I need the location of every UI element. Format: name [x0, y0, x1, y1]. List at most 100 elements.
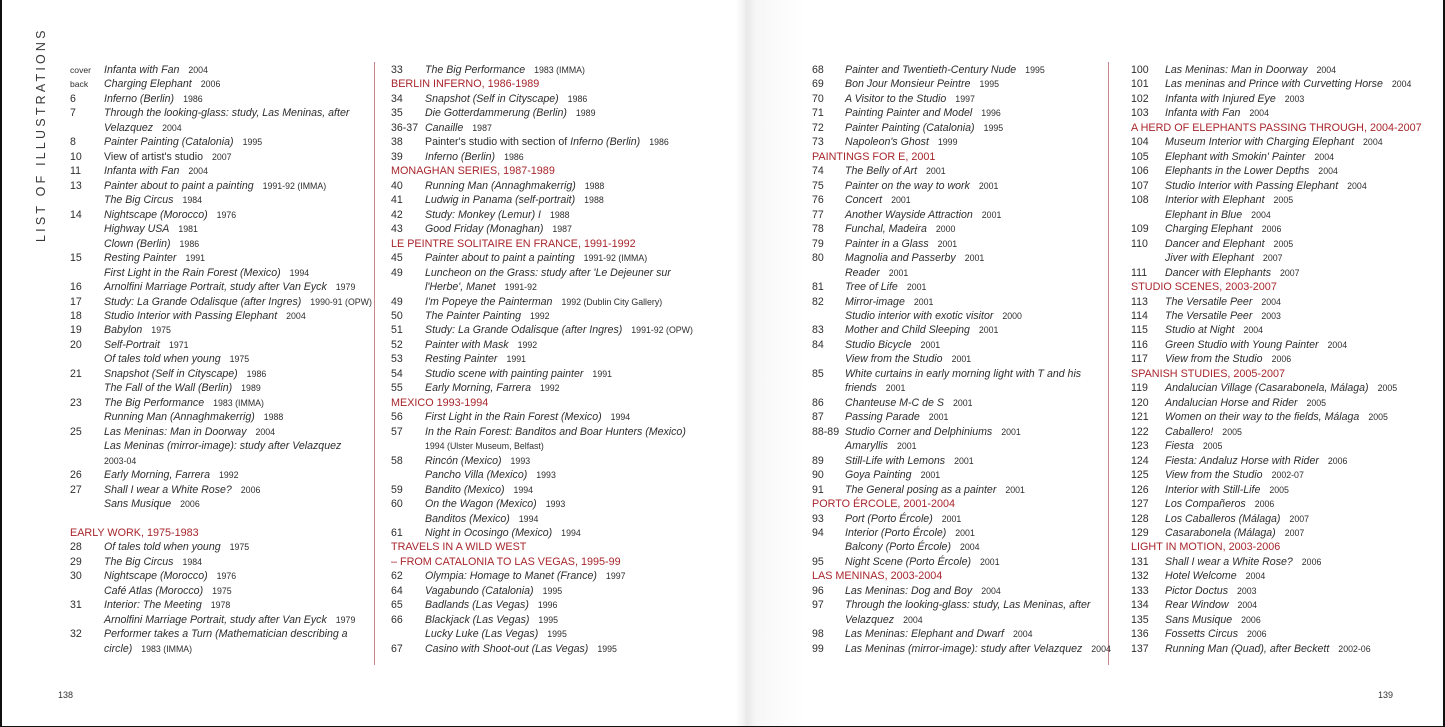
title-italic-text: Magnolia and Passerby	[845, 252, 956, 265]
page-number: 109	[1131, 223, 1149, 236]
year-info: 1986	[183, 93, 203, 104]
page-number: 110	[1131, 237, 1148, 250]
year-info: 2003	[1261, 310, 1281, 321]
title-italic-text: View from the Studio	[845, 353, 943, 366]
year-info: 2001	[891, 195, 911, 206]
illustration-entry: 116 Green Studio with Young Painter 2004	[1131, 338, 1422, 352]
illustration-title: Snapshot (Self in Cityscape) 1986	[425, 92, 587, 106]
title-italic-text: Bon Jour Monsieur Peintre	[845, 78, 971, 91]
illustration-entry: 136 Fossetts Circus 2006	[1131, 627, 1422, 641]
illustration-title: Elephants in the Lower Depths 2004	[1165, 164, 1338, 178]
page-number: 107	[1131, 179, 1149, 192]
page-number: 104	[1131, 136, 1149, 149]
title-italic-text: Jiver with Elephant	[1165, 252, 1254, 265]
page-number: 70	[812, 92, 824, 105]
title-italic-text: Pancho Villa (Mexico)	[425, 469, 528, 482]
year-info: 1975	[229, 354, 250, 365]
page-number: 136	[1131, 628, 1149, 641]
year-info: 2005	[1222, 426, 1242, 437]
illustration-entry: 96 Las Meninas: Dog and Boy 2004	[812, 584, 1001, 598]
illustration-title: Badlands (Las Vegas) 1996	[425, 598, 557, 612]
year-info: 1986	[179, 238, 200, 249]
year-info: 2003-04	[104, 455, 137, 466]
illustration-title: Café Atlas (Morocco) 1975	[104, 584, 232, 598]
illustration-title: Olympia: Homage to Manet (France) 1997	[425, 569, 626, 583]
illustration-title: Funchal, Madeira 2000	[845, 222, 955, 236]
year-info: 1987	[472, 122, 492, 133]
illustration-entry: 125 View from the Studio 2002-07	[1131, 468, 1422, 482]
illustration-entry: 53 Resting Painter 1991	[391, 352, 636, 366]
year-info: 1995	[983, 122, 1004, 133]
title-italic-text: Goya Painting	[845, 469, 912, 482]
page-number: 15	[70, 252, 82, 265]
illustration-title: Of tales told when young 1975	[104, 540, 249, 554]
illustration-entry: 117 View from the Studio 2006	[1131, 352, 1422, 366]
title-italic-text: Andalucian Horse and Rider	[1165, 396, 1298, 409]
illustration-title: Passing Parade 2001	[845, 410, 948, 424]
title-italic-text: Elephants in the Lower Depths	[1165, 165, 1310, 178]
year-info: 1992	[530, 310, 550, 321]
page-number: 50	[391, 309, 403, 322]
page-number: 82	[812, 295, 824, 308]
year-info: 2004	[188, 65, 208, 75]
year-info: 1989	[575, 108, 596, 119]
illustration-title: Through the looking-glass: study, Las Me…	[845, 598, 1090, 612]
year-info: 2004	[1237, 600, 1258, 611]
illustration-entry: 30 Nightscape (Morocco) 1976	[70, 569, 236, 583]
illustration-title: Painter Painting (Catalonia) 1995	[845, 121, 1003, 135]
title-italic-text: Infanta with Fan	[1165, 107, 1241, 120]
title-italic-text: Good Friday (Monaghan)	[425, 223, 544, 236]
illustration-entry: back Charging Elephant 2006	[70, 77, 220, 91]
page-number: 8	[70, 136, 76, 149]
illustration-title: Andalucian Horse and Rider 2005	[1165, 396, 1326, 410]
year-info: 1990-91 (OPW)	[310, 296, 372, 307]
page-number: 86	[812, 396, 824, 409]
page-number: 69	[812, 78, 824, 91]
illustration-title: Studio at Night 2004	[1165, 323, 1263, 337]
title-italic-text: Another Wayside Attraction	[845, 208, 973, 221]
illustration-title: Reader 2001	[845, 266, 908, 280]
page-number: 42	[391, 208, 403, 221]
illustration-title: Studio Bicycle 2001	[845, 338, 940, 352]
year-info: 2004	[255, 426, 276, 437]
illustration-entry: 88-89 Studio Corner and Delphiniums 2001	[812, 425, 1021, 439]
title-roman-text: Painter's studio with section of	[425, 136, 571, 149]
title-italic-text: Night Scene (Porto Ércole)	[845, 555, 972, 568]
illustration-entry: View from the Studio 2001	[812, 352, 971, 366]
year-info: 2006	[240, 484, 261, 495]
title-italic-text: Lucky Luke (Las Vegas)	[425, 628, 539, 641]
illustration-entry: 85 White curtains in early morning light …	[812, 367, 1081, 381]
page-number: 101	[1131, 78, 1149, 91]
year-info: 1991-92 (IMMA)	[583, 253, 648, 264]
illustration-title: Las Meninas: Dog and Boy 2004	[845, 584, 1001, 598]
illustration-title: Painter and Twentieth-Century Nude 1995	[845, 63, 1045, 77]
illustration-title: Resting Painter 1991	[425, 352, 526, 366]
title-italic-text: Highway USA	[104, 223, 170, 236]
illustration-entry: 135 Sans Musique 2006	[1131, 613, 1422, 627]
illustration-entry: Clown (Berlin) 1986	[70, 237, 199, 251]
page-number: 66	[391, 613, 403, 626]
page-number: 100	[1131, 64, 1149, 76]
year-info: 1983 (IMMA)	[534, 65, 585, 75]
illustration-title: Balcony (Porto Ércole) 2004	[845, 540, 980, 554]
page-number: 30	[70, 570, 82, 583]
illustration-title: Interior with Elephant 2005	[1165, 193, 1293, 207]
illustration-entry: 70 A Visitor to the Studio 1997	[812, 92, 975, 106]
illustration-entry: l'Herbe', Manet 1991-92	[391, 280, 636, 294]
illustration-entry: 16 Arnolfini Marriage Portrait, study aft…	[70, 280, 355, 294]
page-number: 38	[391, 136, 403, 149]
title-italic-text: Los Caballeros (Málaga)	[1165, 512, 1281, 525]
title-italic-text: Sans Musique	[104, 498, 172, 511]
section-heading-row: BERLIN INFERNO, 1986-1989	[391, 77, 636, 91]
year-info: 1993	[510, 455, 531, 466]
illustration-entry: 87 Passing Parade 2001	[812, 410, 955, 424]
page-number: 51	[391, 324, 403, 337]
illustration-entry: 113 The Versatile Peer 2004	[1131, 295, 1422, 309]
title-italic-text: Las meninas and Prince with Curvetting H…	[1165, 78, 1383, 91]
illustration-title: Mother and Child Sleeping 2001	[845, 323, 998, 337]
section-heading-row: PORTO ÉRCOLE, 2001-2004	[812, 497, 955, 511]
illustration-title: Luncheon on the Grass: study after 'Le D…	[425, 266, 671, 280]
illustration-title: Dancer with Elephants 2007	[1165, 266, 1300, 280]
illustration-entry: 101 Las meninas and Prince with Curvettin…	[1131, 77, 1422, 91]
title-italic-text: View from the Studio	[1165, 353, 1263, 366]
